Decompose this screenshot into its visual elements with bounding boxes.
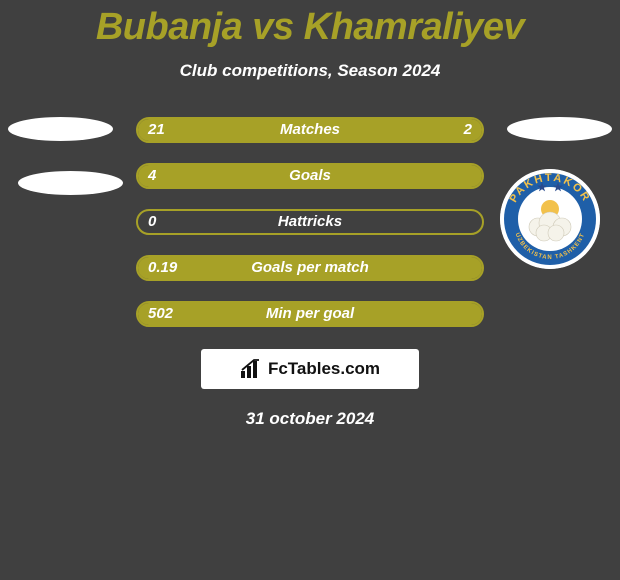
- left-player-placeholder-1: [8, 117, 113, 141]
- stat-row: 21Matches2: [136, 117, 484, 143]
- pakhtakor-crest-icon: PAKHTAKOR UZBEKISTAN TASHKENT: [500, 169, 600, 269]
- stat-right-value: 2: [464, 119, 472, 141]
- stat-row: 4Goals: [136, 163, 484, 189]
- stat-rows: 21Matches2 4Goals 0Hattricks 0.19Goals per …: [136, 117, 484, 327]
- stat-label: Goals per match: [138, 257, 482, 279]
- stat-label: Matches: [138, 119, 482, 141]
- brand-badge: FcTables.com: [201, 349, 419, 389]
- stat-label: Goals: [138, 165, 482, 187]
- stat-label: Min per goal: [138, 303, 482, 325]
- brand-text: FcTables.com: [268, 359, 380, 379]
- comparison-area: PAKHTAKOR UZBEKISTAN TASHKENT 21Matches2…: [0, 117, 620, 327]
- right-club-crest: PAKHTAKOR UZBEKISTAN TASHKENT: [500, 169, 600, 269]
- page-subtitle: Club competitions, Season 2024: [0, 61, 620, 81]
- stat-label: Hattricks: [138, 211, 482, 233]
- stat-row: 0.19Goals per match: [136, 255, 484, 281]
- page-title: Bubanja vs Khamraliyev: [0, 0, 620, 49]
- footer-date: 31 october 2024: [0, 409, 620, 429]
- left-player-placeholder-2: [18, 171, 123, 195]
- stat-row: 502Min per goal: [136, 301, 484, 327]
- bars-icon: [240, 359, 262, 379]
- stat-row: 0Hattricks: [136, 209, 484, 235]
- right-player-placeholder-1: [507, 117, 612, 141]
